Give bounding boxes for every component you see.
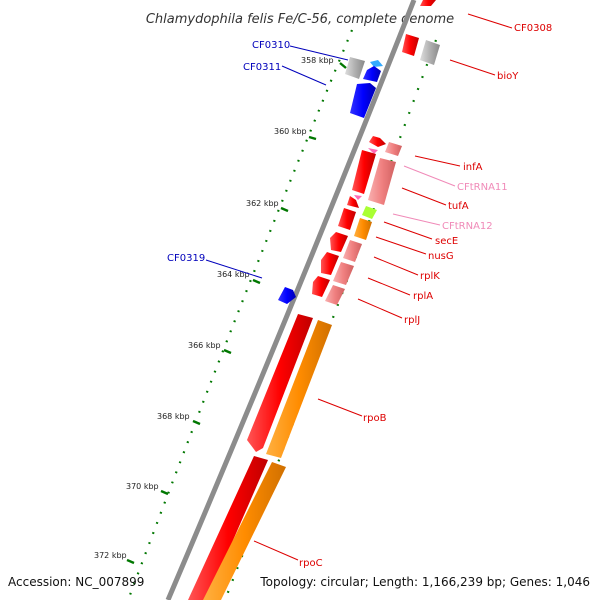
tick-label-366: 366 kbp bbox=[188, 341, 221, 350]
label-nusg[interactable]: nusG bbox=[428, 251, 454, 262]
gene-rplk-pink[interactable] bbox=[343, 240, 362, 262]
label-cf0308[interactable]: CF0308 bbox=[514, 23, 552, 34]
label-sece[interactable]: secE bbox=[435, 236, 458, 247]
gene-nusg-orange[interactable] bbox=[354, 218, 372, 240]
gene-nusg[interactable] bbox=[338, 208, 356, 230]
label-cf0311[interactable]: CF0311 bbox=[243, 62, 281, 73]
gene-cf0311-a[interactable] bbox=[363, 66, 381, 82]
label-cftrna11[interactable]: CFtRNA11 bbox=[457, 182, 508, 193]
gene-tufa-pink[interactable] bbox=[368, 158, 396, 205]
gene-tufa[interactable] bbox=[352, 150, 376, 194]
label-tufa[interactable]: tufA bbox=[448, 201, 469, 212]
gene-features bbox=[188, 0, 440, 600]
label-cf0319[interactable]: CF0319 bbox=[167, 253, 205, 264]
tick-label-370: 370 kbp bbox=[126, 482, 159, 491]
gene-labels: CF0308 CF0310 CF0311 bioY infA CFtRNA11 … bbox=[167, 23, 552, 569]
gene-cf0310[interactable] bbox=[345, 57, 365, 79]
gene-rpla[interactable] bbox=[321, 252, 339, 275]
label-rpob[interactable]: rpoB bbox=[363, 413, 387, 424]
gene-rpob-orange[interactable] bbox=[266, 320, 332, 458]
label-rpla[interactable]: rplA bbox=[413, 291, 433, 302]
gene-infa-pink[interactable] bbox=[385, 142, 402, 156]
backbone bbox=[165, 0, 417, 600]
label-rplj[interactable]: rplJ bbox=[404, 315, 420, 326]
tick-marks bbox=[126, 62, 347, 565]
map-title: Chlamydophila felis Fe/C-56, complete ge… bbox=[146, 12, 454, 27]
gene-biot[interactable] bbox=[402, 34, 419, 56]
tick-label-358: 358 kbp bbox=[301, 56, 334, 65]
gene-cf0308[interactable] bbox=[420, 0, 436, 6]
gene-rpob[interactable] bbox=[247, 314, 313, 452]
label-rplk[interactable]: rplK bbox=[420, 271, 440, 282]
label-bioy[interactable]: bioY bbox=[497, 71, 519, 82]
label-rpoc[interactable]: rpoC bbox=[299, 558, 323, 569]
gene-rpoc[interactable] bbox=[188, 456, 268, 600]
label-cf0310[interactable]: CF0310 bbox=[252, 40, 290, 51]
gene-sece[interactable] bbox=[347, 196, 359, 208]
tick-labels: 358 kbp 360 kbp 362 kbp 364 kbp 366 kbp … bbox=[94, 56, 334, 560]
tick-label-368: 368 kbp bbox=[157, 412, 190, 421]
gene-rpoc-orange[interactable] bbox=[203, 462, 286, 600]
gene-rpla-pink[interactable] bbox=[333, 262, 354, 285]
tick-label-360: 360 kbp bbox=[274, 127, 307, 136]
label-connectors bbox=[205, 13, 513, 561]
gene-lime[interactable] bbox=[362, 206, 377, 219]
gene-rplj-pink[interactable] bbox=[325, 285, 345, 305]
label-cftrna12[interactable]: CFtRNA12 bbox=[442, 221, 493, 232]
gc-skew-track bbox=[128, 29, 354, 596]
topology-text: Topology: circular; Length: 1,166,239 bp… bbox=[259, 575, 590, 589]
tick-label-372: 372 kbp bbox=[94, 551, 127, 560]
trna-cftrna11[interactable] bbox=[368, 148, 378, 154]
gene-rplk[interactable] bbox=[330, 232, 348, 252]
gene-cf0319[interactable] bbox=[278, 287, 296, 304]
gene-bioy-grey[interactable] bbox=[420, 40, 440, 65]
gene-rplj[interactable] bbox=[312, 276, 330, 297]
gene-infa[interactable] bbox=[369, 136, 386, 147]
gene-cyan-small[interactable] bbox=[370, 60, 383, 67]
gene-cf0311-b[interactable] bbox=[350, 83, 376, 118]
label-infa[interactable]: infA bbox=[463, 162, 483, 173]
trna-cftrna12[interactable] bbox=[354, 195, 362, 200]
tick-label-362: 362 kbp bbox=[246, 199, 279, 208]
accession-text: Accession: NC_007899 bbox=[8, 575, 144, 589]
tick-label-364: 364 kbp bbox=[217, 270, 250, 279]
